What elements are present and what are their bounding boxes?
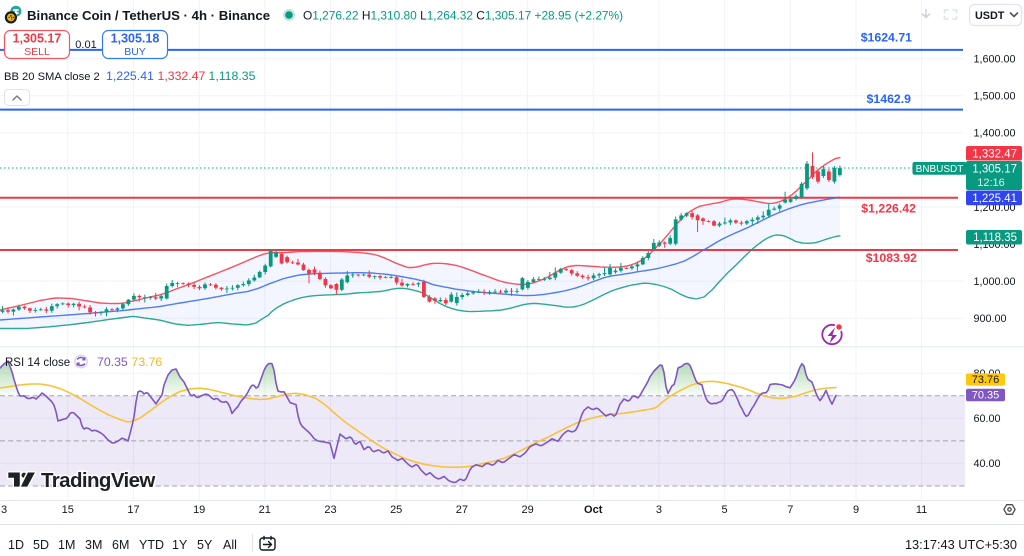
svg-text:60.00: 60.00 <box>974 413 1001 425</box>
svg-text:25: 25 <box>390 504 402 516</box>
svg-text:BB 20 SMA close 2: BB 20 SMA close 2 <box>4 71 100 83</box>
svg-text:1,118.35: 1,118.35 <box>209 69 256 83</box>
svg-text:1,332.47: 1,332.47 <box>158 69 206 83</box>
svg-text:$1083.92: $1083.92 <box>866 251 917 265</box>
svg-text:$1462.9: $1462.9 <box>867 92 912 106</box>
svg-text:1,332.47: 1,332.47 <box>972 148 1017 160</box>
svg-text:1M: 1M <box>58 538 75 552</box>
svg-text:3M: 3M <box>85 538 102 552</box>
svg-text:$1,226.42: $1,226.42 <box>861 202 916 216</box>
svg-text:5Y: 5Y <box>197 538 213 552</box>
svg-text:29: 29 <box>521 504 533 516</box>
svg-text:15: 15 <box>62 504 74 516</box>
svg-text:21: 21 <box>259 504 271 516</box>
svg-text:1,000.00: 1,000.00 <box>974 276 1016 288</box>
svg-text:Oct: Oct <box>584 504 603 516</box>
svg-text:3: 3 <box>656 504 662 516</box>
svg-text:1,600.00: 1,600.00 <box>974 54 1016 66</box>
svg-text:BNBUSDT: BNBUSDT <box>916 164 964 175</box>
svg-text:Binance Coin / TetherUS · 4h ·: Binance Coin / TetherUS · 4h · Binance <box>27 8 270 23</box>
svg-text:27: 27 <box>456 504 468 516</box>
svg-text:70.35: 70.35 <box>972 390 1000 402</box>
svg-text:1,118.35: 1,118.35 <box>973 232 1017 244</box>
svg-text:1,305.17: 1,305.17 <box>13 32 62 46</box>
svg-text:TradingView: TradingView <box>41 469 155 492</box>
svg-text:O1,276.22 H1,310.80 L1,264.32: O1,276.22 H1,310.80 L1,264.32 C1,305.17 … <box>303 9 623 23</box>
svg-text:11: 11 <box>916 504 927 516</box>
svg-text:1,400.00: 1,400.00 <box>974 128 1016 140</box>
svg-text:1,225.41: 1,225.41 <box>972 193 1017 205</box>
svg-text:7: 7 <box>787 504 793 516</box>
svg-text:All: All <box>223 538 237 552</box>
svg-text:RSI 14 close: RSI 14 close <box>5 357 70 369</box>
svg-text:73.76: 73.76 <box>972 374 1000 386</box>
svg-text:SELL: SELL <box>24 46 50 58</box>
svg-text:5: 5 <box>722 504 728 516</box>
svg-text:YTD: YTD <box>139 538 164 552</box>
svg-text:12:16: 12:16 <box>977 177 1005 189</box>
svg-text:BUY: BUY <box>124 46 146 58</box>
svg-text:23: 23 <box>324 504 336 516</box>
svg-text:USDT: USDT <box>975 10 1005 22</box>
svg-text:1Y: 1Y <box>172 538 188 552</box>
svg-text:0.01: 0.01 <box>75 39 96 51</box>
svg-text:1,305.18: 1,305.18 <box>111 32 160 46</box>
svg-text:900.00: 900.00 <box>974 313 1007 325</box>
svg-text:1,305.17: 1,305.17 <box>972 163 1017 175</box>
svg-text:$1624.71: $1624.71 <box>861 31 912 45</box>
svg-text:70.35: 70.35 <box>97 355 128 369</box>
svg-text:13:17:43 UTC+5:30: 13:17:43 UTC+5:30 <box>905 537 1017 552</box>
svg-text:19: 19 <box>193 504 205 516</box>
svg-text:1,500.00: 1,500.00 <box>974 91 1016 103</box>
svg-text:5D: 5D <box>33 538 49 552</box>
svg-text:3: 3 <box>1 504 7 516</box>
svg-text:73.76: 73.76 <box>132 355 163 369</box>
svg-text:1D: 1D <box>8 538 24 552</box>
svg-text:9: 9 <box>853 504 859 516</box>
svg-text:17: 17 <box>127 504 139 516</box>
svg-text:6M: 6M <box>112 538 129 552</box>
svg-text:1,225.41: 1,225.41 <box>106 69 154 83</box>
svg-text:40.00: 40.00 <box>974 458 1001 470</box>
